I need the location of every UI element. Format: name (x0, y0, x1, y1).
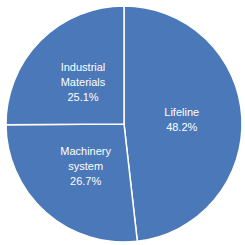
chart: Lifeline 48.2% Machinerysystem 26.7% Industr… (0, 0, 245, 245)
category-label: Lifeline (164, 106, 199, 118)
data-label: 26.7% (70, 175, 101, 187)
pie-slice (6, 6, 124, 125)
pie-slice (6, 124, 137, 242)
category-label: IndustrialMaterials (61, 61, 106, 88)
data-label: 25.1% (67, 91, 98, 103)
category-label: Machinerysystem (60, 145, 111, 172)
pie-slice (124, 6, 242, 241)
data-label: 48.2% (166, 121, 197, 133)
pie (6, 6, 242, 242)
labels: Lifeline 48.2% Machinerysystem 26.7% Industr… (60, 61, 199, 187)
